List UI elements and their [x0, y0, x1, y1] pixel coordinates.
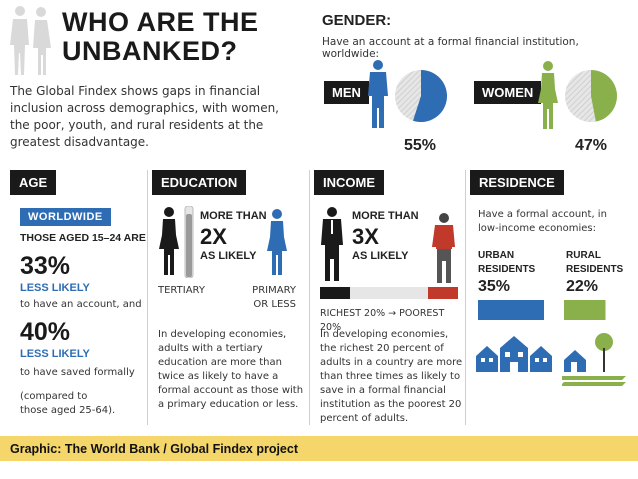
gender-title: GENDER: — [322, 12, 392, 29]
education-body: In developing economies, adults with a t… — [158, 329, 304, 410]
urban-percent: 35% — [478, 278, 511, 295]
footer-credit: Graphic: The World Bank / Global Findex … — [0, 436, 638, 461]
tertiary-label: TERTIARY — [158, 285, 205, 296]
age-line-1: THOSE AGED 15–24 ARE — [20, 232, 146, 244]
income-body: In developing economies, the richest 20 … — [320, 329, 463, 424]
income-more-than: MORE THAN — [352, 210, 419, 222]
age-tag: AGE — [10, 170, 57, 195]
men-label: MEN — [324, 81, 369, 104]
woman-icon — [538, 61, 558, 129]
tertiary-person-icon — [159, 207, 179, 275]
rural-label-2: RESIDENTS — [566, 264, 624, 275]
rural-label-1: RURAL — [566, 250, 601, 261]
urban-bar — [478, 300, 544, 320]
primary-label-2: OR LESS — [253, 299, 296, 310]
women-pie-slice — [591, 70, 618, 122]
education-as-likely: AS LIKELY — [200, 250, 257, 262]
page-title: WHO ARE THE UNBANKED? — [62, 8, 302, 66]
primary-label-1: PRIMARY — [252, 285, 296, 296]
residence-bars — [478, 300, 606, 320]
urban-houses-icon — [476, 336, 552, 372]
age-desc-2: to have saved formally — [20, 367, 135, 378]
title-line-2: UNBANKED? — [62, 36, 238, 66]
education-section: EDUCATION MORE THAN 2X AS LIKELY TERTIAR… — [152, 170, 310, 425]
rural-bar — [564, 300, 606, 320]
age-less-2: LESS LIKELY — [20, 348, 90, 360]
age-number-2: 40% — [20, 318, 71, 346]
people-silhouette-icon — [10, 6, 51, 75]
age-less-1: LESS LIKELY — [20, 282, 90, 294]
gender-subtitle: Have an account at a formal financial in… — [322, 36, 579, 60]
education-more-than: MORE THAN — [200, 210, 267, 222]
women-percent: 47% — [575, 137, 608, 154]
residence-section: RESIDENCE Have a formal account, in low-… — [470, 170, 630, 425]
residence-intro: Have a formal account, in low-income eco… — [478, 209, 607, 234]
income-scale-label: RICHEST 20% → POOREST 20% — [320, 308, 445, 333]
rural-percent: 22% — [566, 278, 599, 295]
men-pie-slice — [412, 70, 447, 122]
worldwide-badge: WORLDWIDE — [20, 208, 111, 226]
income-section: INCOME MORE THAN 3X AS LIKELY RICHEST 20… — [314, 170, 466, 425]
women-label: WOMEN — [474, 81, 542, 104]
age-compare-2: those aged 25-64). — [20, 405, 116, 416]
title-line-1: WHO ARE THE — [62, 7, 259, 37]
men-percent: 55% — [404, 137, 437, 154]
education-multiplier: 2X — [200, 224, 227, 249]
men-pie — [395, 70, 447, 122]
education-tag: EDUCATION — [152, 170, 247, 195]
poor-person-icon — [432, 213, 455, 283]
primary-person-icon — [267, 209, 287, 275]
income-tag: INCOME — [314, 170, 384, 195]
income-as-likely: AS LIKELY — [352, 250, 409, 262]
rural-house-tree-icon — [562, 333, 626, 386]
urban-label-1: URBAN — [478, 250, 515, 261]
income-scale-bar — [320, 287, 458, 299]
intro-text: The Global Findex shows gaps in financia… — [10, 84, 279, 149]
residence-tag: RESIDENCE — [470, 170, 564, 195]
age-compare-1: (compared to — [20, 391, 88, 402]
women-pie — [565, 70, 618, 122]
urban-label-2: RESIDENTS — [478, 264, 536, 275]
income-multiplier: 3X — [352, 224, 379, 249]
man-icon — [368, 60, 388, 128]
age-section: AGE WORLDWIDE THOSE AGED 15–24 ARE 33% L… — [10, 170, 148, 425]
education-gauge — [184, 206, 194, 278]
rich-person-icon — [321, 207, 343, 281]
age-number-1: 33% — [20, 252, 71, 280]
age-desc-1: to have an account, and — [20, 299, 142, 310]
